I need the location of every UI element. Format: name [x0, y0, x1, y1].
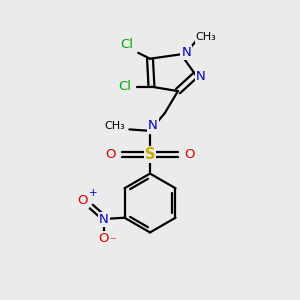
Text: O: O — [77, 194, 88, 207]
Text: N: N — [148, 119, 158, 132]
Text: Cl: Cl — [120, 38, 133, 51]
Text: O: O — [106, 148, 116, 161]
Text: S: S — [145, 147, 155, 162]
Text: O: O — [184, 148, 194, 161]
Text: N: N — [181, 46, 191, 59]
Text: O: O — [99, 232, 109, 245]
Text: N: N — [196, 70, 206, 83]
Text: Cl: Cl — [118, 80, 131, 93]
Text: ⁻: ⁻ — [109, 236, 116, 248]
Text: +: + — [89, 188, 98, 198]
Text: N: N — [99, 213, 109, 226]
Text: CH₃: CH₃ — [196, 32, 216, 42]
Text: CH₃: CH₃ — [104, 122, 125, 131]
